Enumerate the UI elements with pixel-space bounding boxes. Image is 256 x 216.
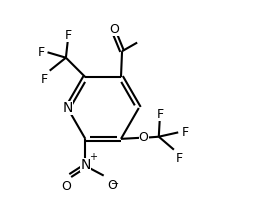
Text: O: O [110,23,120,36]
Text: F: F [176,152,183,165]
Text: N: N [80,158,91,172]
Text: F: F [182,126,189,139]
Text: F: F [38,46,45,59]
Text: O: O [61,180,71,193]
Text: F: F [156,108,163,121]
Text: −: − [111,179,119,189]
Text: O: O [139,131,148,144]
Text: O: O [107,179,117,192]
Text: F: F [65,29,72,41]
Text: N: N [62,101,73,115]
Text: F: F [40,73,48,86]
Text: +: + [89,152,97,162]
